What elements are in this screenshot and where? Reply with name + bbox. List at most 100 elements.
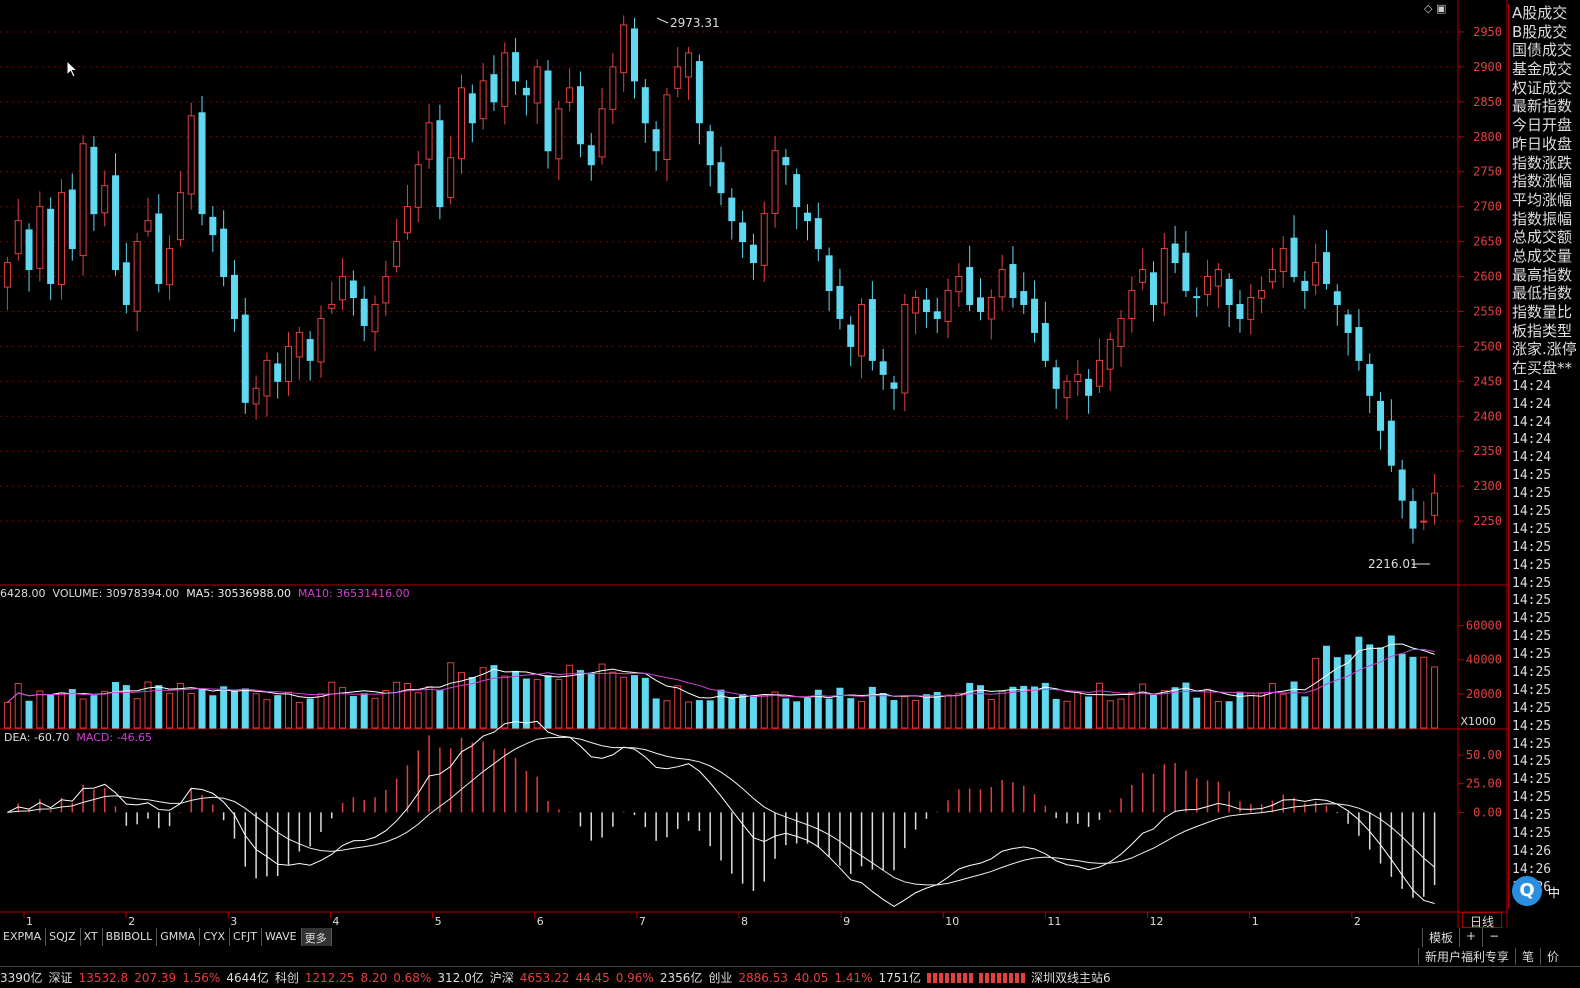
candle-body	[1214, 269, 1222, 287]
volume-bar	[295, 701, 303, 729]
candle-body	[133, 241, 141, 312]
candle-body	[1128, 290, 1136, 320]
volume-bar	[230, 690, 238, 729]
candle-body	[998, 269, 1006, 298]
welfare-link[interactable]: 新用户福利专享	[1418, 947, 1515, 965]
server-name[interactable]: 深圳双线主站6	[1031, 971, 1111, 985]
volume-prefix: 6428.00	[0, 587, 46, 600]
low-price-marker: 2216.01	[1368, 557, 1418, 571]
volume-bar	[966, 682, 974, 729]
volume-bar	[749, 695, 757, 729]
indicator-tab[interactable]: SQJZ	[46, 928, 81, 946]
volume-bar	[414, 692, 422, 729]
template-button[interactable]: 模板	[1422, 928, 1459, 947]
volume-bar	[793, 701, 801, 729]
pen-button[interactable]: 笔	[1515, 947, 1540, 965]
price-tick-label: 2350	[1473, 444, 1502, 458]
candle-body	[317, 317, 325, 363]
candle-body	[1009, 264, 1017, 298]
candle-body	[803, 212, 811, 222]
candle-body	[1312, 262, 1320, 286]
volume-bar	[263, 699, 271, 729]
trade-time: 14:25	[1512, 521, 1552, 537]
zoom-out-button[interactable]: −	[1482, 928, 1505, 947]
price-tick-label: 2300	[1473, 479, 1502, 493]
index-change-cy: 40.05	[794, 970, 829, 985]
indicator-tab[interactable]: CFJT	[230, 928, 262, 946]
index-amount-hs: 2356亿	[659, 971, 703, 985]
index-name-hs[interactable]: 沪深	[489, 971, 514, 985]
price-tick-label: 2550	[1473, 304, 1502, 318]
assistant-q-icon[interactable]: Q	[1512, 876, 1542, 906]
indicator-tab[interactable]: CYX	[200, 928, 231, 946]
index-name-kc[interactable]: 科创	[274, 971, 299, 985]
macd-tick-label: 50.00	[1466, 748, 1502, 762]
candle-body	[1225, 278, 1233, 305]
indicator-tab[interactable]: WAVE	[262, 928, 302, 946]
x-axis-label: 2	[1354, 915, 1361, 928]
price-tick-label: 2600	[1473, 270, 1502, 284]
volume-bar	[1171, 687, 1179, 729]
status-amount-1: 3390亿	[0, 971, 43, 985]
market-status-bar: 3390亿 深证 13532.8 207.39 1.56% 4644亿 科创 1…	[0, 966, 1580, 988]
volume-bar	[122, 685, 130, 729]
side-label: 最低指数	[1512, 284, 1573, 303]
volume-bar	[522, 678, 530, 729]
candle-body	[879, 361, 887, 375]
indicator-tab[interactable]: BBIBOLL	[103, 928, 158, 946]
zoom-in-button[interactable]: +	[1459, 928, 1482, 947]
candle-body	[836, 285, 844, 319]
candle-body	[695, 61, 703, 124]
volume-bar	[339, 687, 347, 729]
volume-bar	[858, 700, 866, 729]
x-axis-label: 4	[332, 915, 339, 928]
candle-body	[3, 262, 11, 288]
indicator-tab[interactable]: XT	[81, 928, 103, 946]
window-controls[interactable]: ◇ ▣	[1424, 2, 1447, 15]
volume-bar	[566, 664, 574, 729]
trade-time: 14:25	[1512, 575, 1552, 591]
trade-time: 14:25	[1512, 486, 1552, 502]
volume-bar	[890, 700, 898, 729]
candle-body	[1344, 314, 1352, 333]
side-label: 涨家.涨停	[1512, 340, 1577, 359]
x-axis-label: 3	[230, 915, 237, 928]
chart-controls: 模板 + −	[1422, 928, 1505, 947]
trade-time: 14:24	[1512, 450, 1552, 466]
volume-bar	[285, 691, 293, 729]
indicator-tab[interactable]: 更多	[301, 928, 332, 946]
candle-body	[522, 87, 530, 96]
candle-body	[1355, 327, 1363, 361]
volume-bar	[825, 698, 833, 729]
candle-body	[868, 299, 876, 361]
index-name-sz[interactable]: 深证	[48, 971, 73, 985]
candle-body	[1236, 303, 1244, 319]
price-button[interactable]: 价	[1540, 947, 1565, 965]
candle-body	[966, 267, 974, 305]
indicator-tab[interactable]: EXPMA	[0, 928, 47, 946]
volume-bar	[1290, 681, 1298, 729]
candle-body	[1398, 469, 1406, 501]
trade-time: 14:25	[1512, 808, 1552, 824]
candle-body	[706, 131, 714, 166]
indicator-tab[interactable]: GMMA	[157, 928, 201, 946]
volume-bar	[1009, 686, 1017, 729]
candle-body	[1063, 380, 1071, 399]
trade-time: 14:25	[1512, 665, 1552, 680]
volume-bar	[987, 699, 995, 729]
candle-body	[1290, 237, 1298, 278]
period-button[interactable]: 日线	[1462, 912, 1502, 929]
candle-body	[1431, 492, 1439, 516]
volume-bar	[1344, 654, 1352, 729]
volume-bar	[782, 698, 790, 729]
side-label: 在买盘**	[1512, 359, 1573, 378]
candle-body	[198, 112, 206, 215]
candle-body	[68, 189, 76, 250]
index-name-cy[interactable]: 创业	[708, 971, 733, 985]
trade-time: 14:25	[1512, 503, 1552, 519]
volume-bar	[1074, 691, 1082, 729]
candle-body	[674, 66, 682, 89]
volume-bar	[479, 667, 487, 729]
volume-bar	[652, 698, 660, 729]
